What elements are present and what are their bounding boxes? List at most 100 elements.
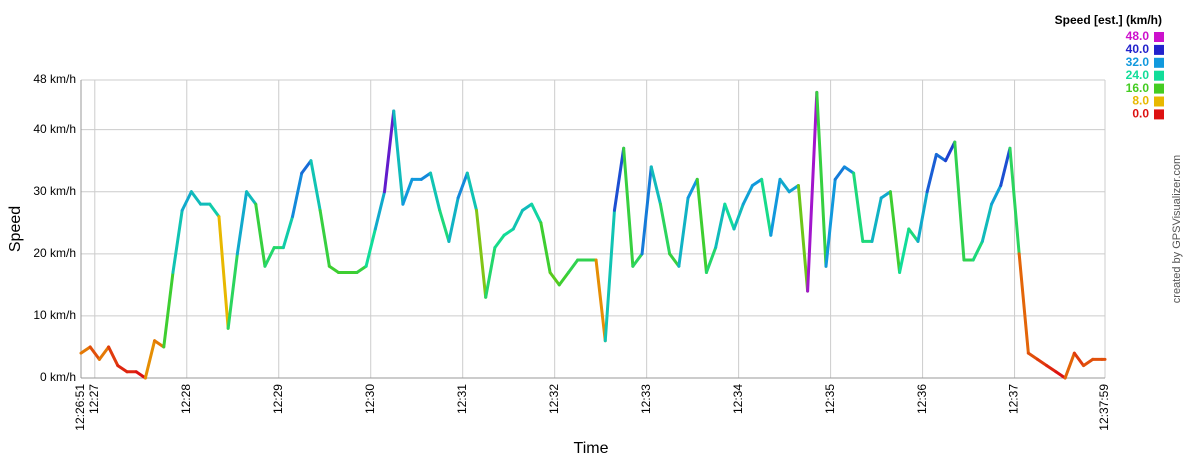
speed-segment bbox=[612, 146, 626, 212]
y-tick-label: 48 km/h bbox=[33, 72, 76, 86]
x-axis-label: Time bbox=[574, 440, 609, 457]
legend-label: 32.0 bbox=[1126, 55, 1150, 69]
speed-segment bbox=[1082, 357, 1095, 368]
speed-segment bbox=[769, 177, 782, 237]
x-tick-label: 12:29 bbox=[271, 384, 285, 414]
speed-segment bbox=[953, 140, 966, 262]
speed-segment bbox=[116, 364, 129, 374]
speed-segment bbox=[373, 190, 387, 231]
speed-segment bbox=[971, 239, 984, 262]
legend-label: 40.0 bbox=[1126, 42, 1150, 56]
y-tick-label: 20 km/h bbox=[33, 246, 76, 260]
x-tick-label: 12:27 bbox=[87, 384, 101, 414]
speed-segment bbox=[649, 165, 662, 206]
legend-swatch bbox=[1154, 57, 1164, 68]
speed-segment bbox=[88, 345, 101, 361]
speed-segment bbox=[79, 345, 92, 355]
speed-segment bbox=[934, 153, 948, 163]
speed-segment bbox=[704, 246, 718, 274]
speed-segment bbox=[658, 202, 672, 256]
speed-segment bbox=[309, 159, 322, 212]
speed-segment bbox=[134, 370, 147, 380]
credit: created by GPSVisualizer.com bbox=[1171, 155, 1183, 303]
x-tick-label: 12:36 bbox=[915, 384, 929, 414]
speed-segment bbox=[548, 270, 561, 287]
speed-segment bbox=[401, 177, 414, 206]
speed-segment bbox=[171, 208, 184, 274]
speed-segment bbox=[281, 215, 295, 250]
x-tick-label: 12:31 bbox=[455, 384, 469, 414]
speed-segment bbox=[383, 109, 396, 194]
speed-segment bbox=[1063, 351, 1076, 380]
x-tick-label: 12:33 bbox=[639, 384, 653, 414]
speed-segment bbox=[107, 345, 120, 368]
speed-segment bbox=[677, 196, 690, 268]
speed-segment bbox=[640, 165, 653, 256]
speed-segment bbox=[695, 177, 708, 274]
speed-segment bbox=[153, 339, 166, 349]
speed-segment bbox=[980, 202, 994, 243]
speed-segment bbox=[557, 270, 570, 287]
speed-segment bbox=[474, 208, 488, 299]
legend-label: 24.0 bbox=[1126, 68, 1150, 82]
speed-segment bbox=[245, 190, 258, 206]
speed-segment bbox=[907, 227, 920, 243]
speed-segment bbox=[291, 171, 304, 219]
speed-segment bbox=[1072, 351, 1086, 368]
x-tick-label: 12:26:51 bbox=[73, 384, 87, 431]
speed-segment bbox=[438, 208, 451, 243]
x-tick-label: 12:32 bbox=[547, 384, 561, 414]
speed-segment bbox=[566, 258, 580, 274]
speed-segment bbox=[465, 171, 478, 212]
speed-segment bbox=[143, 339, 157, 380]
speed-segment bbox=[1026, 351, 1040, 361]
y-tick-label: 30 km/h bbox=[33, 184, 76, 198]
speed-segment bbox=[419, 171, 433, 181]
speed-segment bbox=[852, 171, 865, 243]
speed-segment bbox=[990, 184, 1003, 206]
speed-segment bbox=[594, 258, 607, 343]
speed-segment bbox=[916, 190, 929, 243]
speed-segment bbox=[1045, 364, 1058, 374]
speed-segment bbox=[355, 264, 368, 274]
legend-swatch bbox=[1154, 32, 1164, 42]
speed-segment bbox=[870, 196, 883, 243]
speed-segment bbox=[999, 146, 1012, 188]
speed-segment bbox=[1054, 370, 1067, 380]
speed-segment bbox=[944, 140, 957, 163]
speed-segment bbox=[493, 233, 506, 250]
speed-segment bbox=[511, 208, 524, 231]
x-tick-label: 12:28 bbox=[179, 384, 193, 414]
speed-segment bbox=[760, 177, 773, 237]
speed-segment bbox=[502, 227, 515, 237]
speed-segment bbox=[1008, 146, 1021, 256]
legend-swatch bbox=[1154, 44, 1164, 55]
speed-segment bbox=[254, 202, 267, 268]
speed-segment bbox=[300, 159, 313, 175]
speed-segment bbox=[327, 264, 341, 274]
legend-label: 48.0 bbox=[1126, 29, 1150, 43]
speed-segment bbox=[631, 252, 644, 268]
speed-segment bbox=[686, 177, 699, 200]
speed-segment bbox=[787, 184, 800, 194]
speed-segment bbox=[226, 252, 239, 330]
speed-segment bbox=[815, 90, 828, 268]
speed-segment bbox=[189, 190, 203, 206]
speed-segment bbox=[429, 171, 442, 212]
speed-segment bbox=[750, 177, 764, 188]
speed-segment bbox=[539, 221, 552, 274]
speed-segment bbox=[778, 177, 791, 194]
y-tick-label: 10 km/h bbox=[33, 308, 76, 322]
x-tick-label: 12:30 bbox=[363, 384, 377, 414]
speed-segment bbox=[622, 146, 635, 268]
speed-segment bbox=[456, 171, 469, 200]
legend-swatch bbox=[1154, 109, 1164, 120]
speed-segment bbox=[806, 90, 819, 293]
speed-segment bbox=[530, 202, 543, 225]
speed-segment bbox=[925, 153, 938, 194]
speed-segment bbox=[484, 246, 497, 299]
x-tick-label: 12:35 bbox=[823, 384, 837, 414]
legend-label: 16.0 bbox=[1126, 81, 1150, 95]
